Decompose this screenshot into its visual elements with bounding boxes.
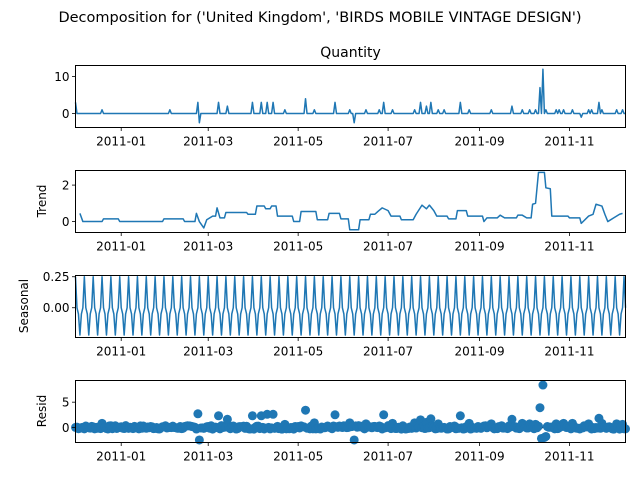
x-tick-label: 2011-11 [544, 450, 594, 464]
resid-point [301, 405, 311, 415]
x-tick-label: 2011-09 [454, 450, 504, 464]
panel-seasonal: Seasonal 0.000.25 2011-01 2011-03 2011-05 2… [17, 270, 627, 359]
y-tick-label: 5 [62, 396, 70, 410]
resid-point [193, 409, 203, 419]
resid-point [349, 435, 359, 445]
y-tick-label: 0 [62, 215, 70, 229]
x-tick-label: 2011-07 [363, 345, 413, 359]
resid-point [330, 410, 340, 420]
resid-point [247, 411, 257, 421]
x-tick-label: 2011-11 [544, 345, 594, 359]
resid-x-ticks: 2011-01 2011-03 2011-05 2011-07 2011-09 2011-… [96, 442, 595, 464]
resid-point [268, 409, 278, 419]
y-tick-label: 0 [62, 107, 70, 121]
resid-point [455, 411, 465, 421]
y-tick-label: 10 [54, 70, 69, 84]
observed-axes-frame [75, 65, 626, 128]
seasonal-x-ticks: 2011-01 2011-03 2011-05 2011-07 2011-09 2011-… [96, 337, 595, 359]
panel-seasonal-ylabel: Seasonal [17, 279, 31, 333]
resid-point [507, 414, 517, 424]
resid-scatter-points [71, 380, 630, 445]
x-tick-label: 2011-09 [454, 345, 504, 359]
x-tick-label: 2011-05 [273, 135, 323, 149]
resid-point [535, 403, 545, 413]
seasonal-y-ticks: 0.00 0.25 [43, 270, 76, 315]
observed-x-ticks: 2011-01 2011-03 2011-05 2011-07 2011-09 2011-… [96, 127, 595, 149]
x-tick-label: 2011-03 [183, 240, 233, 254]
x-tick-label: 2011-01 [96, 450, 146, 464]
x-tick-label: 2011-07 [363, 450, 413, 464]
x-tick-label: 2011-03 [183, 450, 233, 464]
resid-point [538, 380, 548, 390]
resid-point [541, 431, 551, 441]
x-tick-label: 2011-09 [454, 240, 504, 254]
seasonal-series-line [74, 275, 627, 336]
panel-trend-ylabel: Trend [35, 185, 49, 219]
panel-resid: Resid 05 2011-01 2011-03 2011-05 2011-07 201… [35, 380, 630, 464]
x-tick-label: 2011-07 [363, 135, 413, 149]
y-tick-label: 0 [62, 421, 70, 435]
resid-point [379, 410, 389, 420]
x-tick-label: 2011-07 [363, 240, 413, 254]
panel-observed-title: Quantity [320, 45, 381, 61]
x-tick-label: 2011-03 [183, 135, 233, 149]
x-tick-label: 2011-05 [273, 240, 323, 254]
x-tick-label: 2011-11 [544, 135, 594, 149]
x-tick-label: 2011-01 [96, 135, 146, 149]
x-tick-label: 2011-09 [454, 135, 504, 149]
resid-point [534, 421, 543, 431]
observed-series-line [74, 68, 626, 124]
seasonal-axes-frame [75, 275, 626, 338]
resid-point [214, 411, 224, 421]
y-tick-label: 2 [62, 179, 70, 193]
resid-point [426, 414, 436, 424]
trend-series-line [79, 171, 623, 231]
panel-resid-ylabel: Resid [35, 395, 49, 427]
y-tick-label: 0.00 [43, 301, 70, 315]
y-tick-label: 0.25 [43, 270, 70, 284]
resid-y-ticks: 05 [62, 396, 76, 435]
x-tick-label: 2011-11 [544, 240, 594, 254]
resid-point [194, 435, 204, 445]
panel-observed: Quantity 010 2011-01 2011-03 2011-05 2011-0… [54, 45, 626, 149]
trend-y-ticks: 02 [62, 179, 76, 229]
x-tick-label: 2011-01 [96, 345, 146, 359]
resid-axes-frame [75, 380, 626, 443]
x-tick-label: 2011-05 [273, 450, 323, 464]
trend-x-ticks: 2011-01 2011-03 2011-05 2011-07 2011-09 2011-… [96, 232, 595, 254]
resid-point [222, 414, 232, 424]
figure-suptitle: Decomposition for ('United Kingdom', 'BI… [58, 10, 581, 26]
x-tick-label: 2011-01 [96, 240, 146, 254]
panel-trend: Trend 02 2011-01 2011-03 2011-05 2011-07 201… [35, 170, 626, 254]
x-tick-label: 2011-03 [183, 345, 233, 359]
x-tick-label: 2011-05 [273, 345, 323, 359]
trend-axes-frame [75, 170, 626, 233]
observed-y-ticks: 0 10 [54, 70, 76, 121]
